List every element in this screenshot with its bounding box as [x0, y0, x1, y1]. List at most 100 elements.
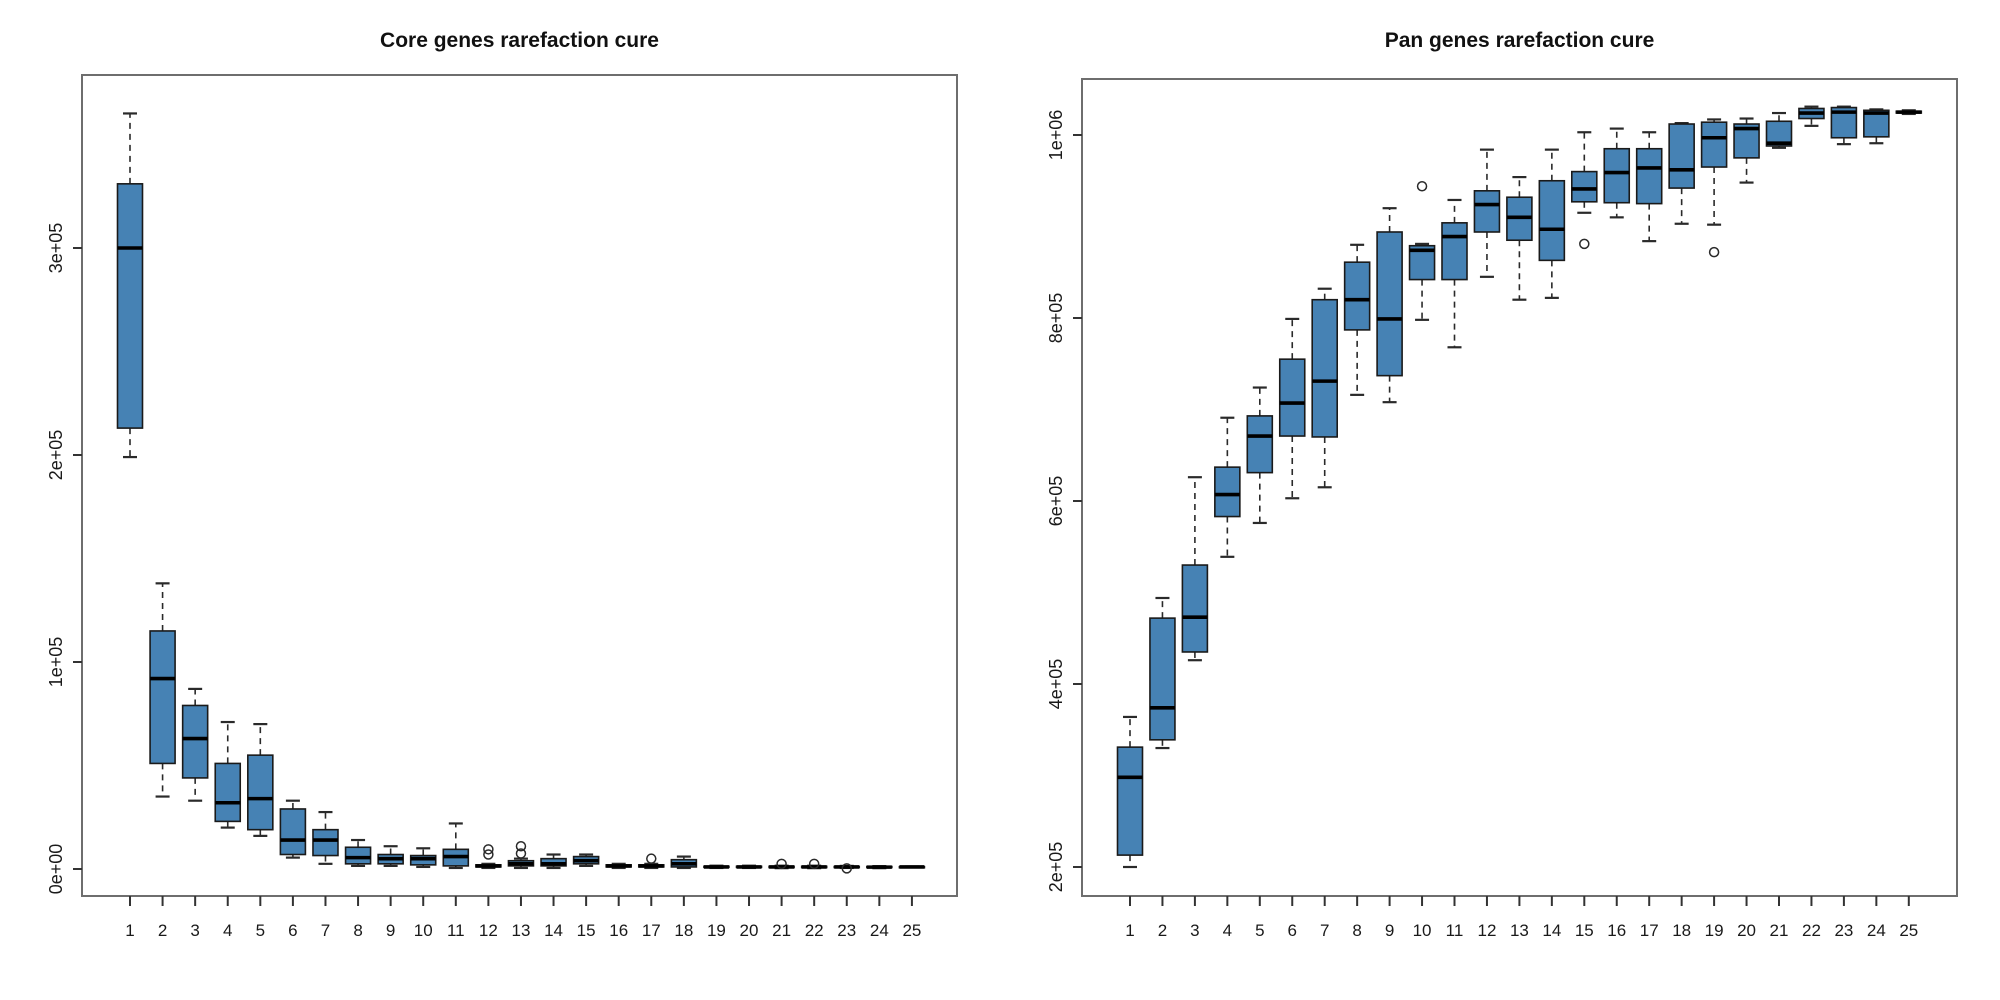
x-tick-label: 7	[321, 921, 330, 940]
core-chart-title: Core genes rarefaction cure	[380, 29, 659, 52]
outlier-point	[515, 840, 527, 852]
x-tick-label: 17	[1640, 921, 1659, 940]
y-tick-label: 3e+05	[46, 223, 66, 274]
x-tick-label: 16	[609, 921, 628, 940]
outlier-point	[808, 858, 820, 870]
box	[214, 762, 242, 823]
box	[247, 754, 274, 831]
x-tick-label: 22	[805, 921, 824, 940]
box	[1603, 147, 1631, 204]
x-tick-label: 7	[1320, 921, 1329, 940]
box	[1181, 564, 1209, 653]
x-tick-label: 1	[125, 921, 134, 940]
box	[312, 828, 339, 857]
x-tick-label: 15	[577, 921, 596, 940]
box	[1441, 222, 1468, 281]
x-tick-label: 11	[447, 921, 465, 940]
x-tick-label: 12	[1477, 921, 1496, 940]
y-tick-label: 4e+05	[1046, 659, 1066, 710]
x-tick-label: 23	[1834, 921, 1853, 940]
x-tick-label: 5	[1255, 921, 1264, 940]
outlier-point	[776, 858, 787, 870]
x-tick-label: 3	[1190, 921, 1199, 940]
x-tick-label: 8	[1352, 921, 1361, 940]
y-tick-label: 0e+00	[46, 844, 66, 895]
box	[1149, 617, 1176, 741]
box	[149, 630, 176, 765]
x-tick-label: 13	[511, 921, 530, 940]
plot-border	[81, 74, 958, 897]
outlier-point	[646, 853, 657, 864]
x-tick-label: 17	[642, 921, 661, 940]
y-tick-label: 1e+06	[1046, 110, 1066, 161]
x-tick-label: 6	[288, 921, 297, 940]
y-tick-label: 1e+05	[46, 637, 66, 688]
y-tick-label: 2e+05	[46, 430, 66, 481]
box	[1116, 746, 1144, 856]
box	[1668, 123, 1695, 189]
x-tick-label: 25	[1899, 921, 1918, 940]
pan-chart-title: Pan genes rarefaction cure	[1384, 29, 1655, 52]
x-tick-label: 23	[837, 921, 856, 940]
x-tick-label: 22	[1802, 921, 1821, 940]
x-tick-label: 3	[190, 921, 199, 940]
x-tick-label: 21	[1770, 921, 1789, 940]
box	[1246, 415, 1274, 474]
y-tick-label: 8e+05	[1046, 293, 1066, 344]
box	[1473, 190, 1501, 233]
x-tick-label: 5	[256, 921, 265, 940]
box	[1700, 121, 1728, 168]
y-tick-label: 6e+05	[1046, 476, 1066, 527]
box	[1635, 147, 1663, 205]
outlier-point	[515, 848, 527, 859]
x-tick-label: 2	[158, 921, 167, 940]
x-tick-label: 1	[1125, 921, 1134, 940]
box	[1376, 231, 1403, 377]
x-tick-label: 21	[772, 921, 791, 940]
x-tick-label: 25	[902, 921, 921, 940]
outlier-point	[1416, 180, 1428, 192]
x-tick-label: 13	[1510, 921, 1529, 940]
x-tick-label: 11	[1446, 921, 1464, 940]
outlier-point	[841, 863, 853, 874]
x-tick-label: 9	[386, 921, 395, 940]
box	[1311, 298, 1338, 438]
x-tick-label: 18	[1672, 921, 1691, 940]
x-tick-label: 18	[674, 921, 693, 940]
x-tick-label: 20	[740, 921, 759, 940]
box	[1214, 466, 1241, 518]
box	[1538, 179, 1566, 262]
outlier-point	[483, 844, 494, 855]
box	[1278, 358, 1306, 437]
x-tick-label: 16	[1607, 921, 1626, 940]
box	[1343, 261, 1371, 331]
x-tick-label: 8	[353, 921, 362, 940]
x-tick-label: 2	[1158, 921, 1167, 940]
outlier-point	[483, 849, 494, 860]
x-tick-label: 9	[1385, 921, 1394, 940]
outlier-point	[1708, 246, 1720, 258]
x-tick-label: 19	[1705, 921, 1724, 940]
x-tick-label: 4	[223, 921, 232, 940]
box	[116, 183, 144, 429]
x-tick-label: 6	[1288, 921, 1297, 940]
x-tick-label: 14	[544, 921, 563, 940]
box	[1571, 170, 1598, 203]
x-tick-label: 20	[1737, 921, 1756, 940]
x-tick-label: 15	[1575, 921, 1594, 940]
y-tick-label: 2e+05	[1046, 842, 1066, 893]
x-tick-label: 10	[1413, 921, 1432, 940]
x-tick-label: 14	[1542, 921, 1561, 940]
box	[181, 704, 209, 779]
box	[279, 808, 307, 856]
x-tick-label: 4	[1223, 921, 1232, 940]
box	[344, 846, 372, 865]
x-tick-label: 10	[414, 921, 433, 940]
x-tick-label: 19	[707, 921, 726, 940]
x-tick-label: 24	[870, 921, 889, 940]
outlier-point	[1579, 238, 1590, 250]
x-tick-label: 12	[479, 921, 498, 940]
x-tick-label: 24	[1867, 921, 1886, 940]
